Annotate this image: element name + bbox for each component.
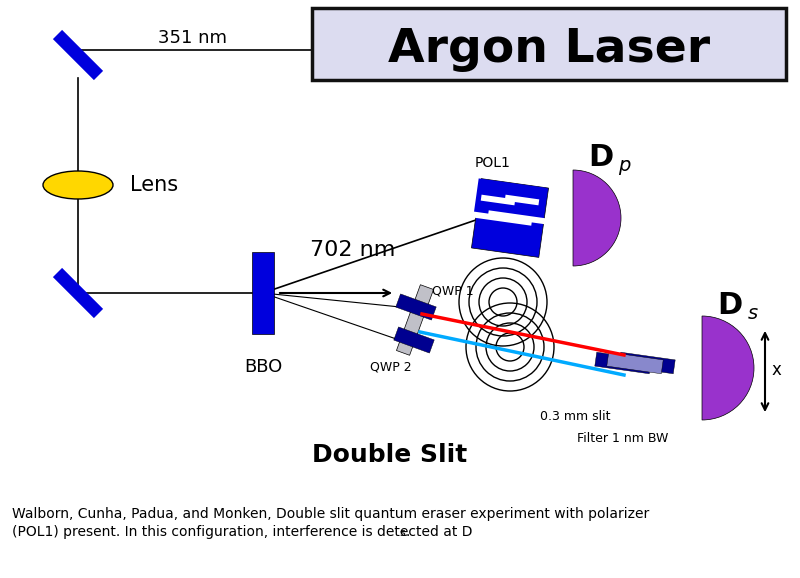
Polygon shape bbox=[471, 179, 549, 257]
Text: D: D bbox=[717, 291, 742, 320]
Text: (POL1) present. In this configuration, interference is detected at D: (POL1) present. In this configuration, i… bbox=[12, 525, 473, 539]
Text: Double Slit: Double Slit bbox=[312, 443, 468, 467]
Polygon shape bbox=[396, 294, 436, 320]
Text: POL1: POL1 bbox=[475, 156, 511, 170]
FancyBboxPatch shape bbox=[312, 8, 786, 80]
Text: x: x bbox=[772, 361, 782, 379]
Text: Walborn, Cunha, Padua, and Monken, Double slit quantum eraser experiment with po: Walborn, Cunha, Padua, and Monken, Doubl… bbox=[12, 507, 650, 521]
Text: p: p bbox=[618, 156, 630, 175]
Wedge shape bbox=[573, 170, 621, 266]
Polygon shape bbox=[505, 195, 539, 205]
Ellipse shape bbox=[43, 171, 113, 199]
Text: s: s bbox=[399, 528, 406, 538]
Polygon shape bbox=[618, 352, 675, 374]
Polygon shape bbox=[53, 268, 103, 318]
Polygon shape bbox=[397, 285, 434, 355]
Wedge shape bbox=[702, 316, 754, 420]
Text: .: . bbox=[406, 525, 410, 539]
Polygon shape bbox=[474, 179, 546, 221]
Text: s: s bbox=[748, 304, 758, 323]
Polygon shape bbox=[488, 210, 556, 225]
Polygon shape bbox=[481, 195, 515, 205]
Text: Filter 1 nm BW: Filter 1 nm BW bbox=[578, 432, 669, 445]
Polygon shape bbox=[394, 327, 434, 353]
Polygon shape bbox=[606, 352, 663, 374]
Text: 702 nm: 702 nm bbox=[310, 240, 395, 260]
Text: 0.3 mm slit: 0.3 mm slit bbox=[540, 410, 610, 423]
Polygon shape bbox=[464, 210, 532, 225]
Text: Lens: Lens bbox=[130, 175, 178, 195]
Text: D: D bbox=[588, 143, 614, 172]
Text: 351 nm: 351 nm bbox=[158, 29, 226, 47]
Polygon shape bbox=[594, 352, 651, 374]
Text: Argon Laser: Argon Laser bbox=[388, 28, 710, 72]
Polygon shape bbox=[53, 30, 103, 80]
Text: QWP 2: QWP 2 bbox=[370, 360, 412, 373]
Text: QWP 1: QWP 1 bbox=[432, 284, 474, 297]
Polygon shape bbox=[252, 252, 274, 334]
Text: BBO: BBO bbox=[244, 358, 282, 376]
